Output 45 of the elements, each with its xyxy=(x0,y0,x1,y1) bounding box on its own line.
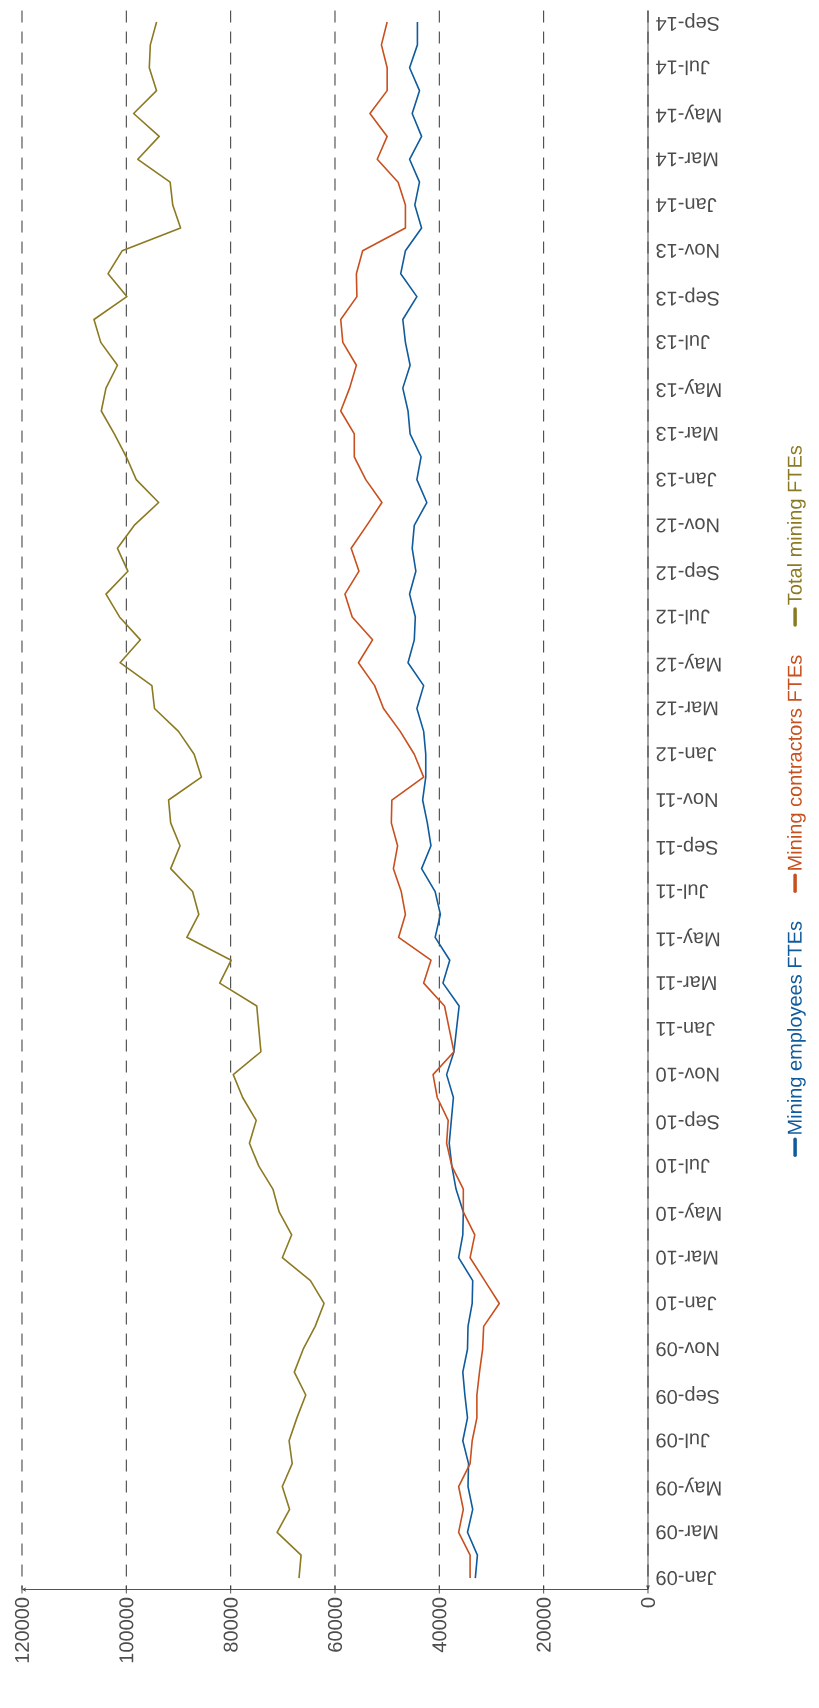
y-tick-label: Nov-10 xyxy=(656,1067,719,1082)
y-tick-label: Jul-13 xyxy=(656,335,710,350)
x-tick-label: 80000 xyxy=(223,1597,238,1652)
y-tick-label: Jan-14 xyxy=(656,198,717,213)
y-tick-label: Nov-09 xyxy=(656,1342,719,1357)
x-tick-label: 100000 xyxy=(119,1597,134,1663)
x-tick-label: 120000 xyxy=(14,1597,30,1663)
y-tick-label: Jul-09 xyxy=(656,1433,710,1449)
y-tick-label: May-10 xyxy=(656,1202,721,1221)
y-tick-label: Nov-11 xyxy=(656,793,717,807)
y-tick-label: Mar-14 xyxy=(656,152,718,167)
x-tick-label: 60000 xyxy=(327,1597,343,1652)
y-tick-label: Mar-09 xyxy=(656,1525,718,1540)
y-tick-label: Nov-12 xyxy=(656,518,719,533)
y-tick-label: Jul-11 xyxy=(656,884,709,899)
y-tick-label: Nov-13 xyxy=(656,243,719,258)
text: Total mining FTEs xyxy=(787,445,806,605)
y-tick-label: Jul-12 xyxy=(656,609,710,625)
y-tick-label: Sep-11 xyxy=(656,836,718,855)
y-tick-label: Jan-10 xyxy=(656,1296,717,1311)
y-tick-label: May-11 xyxy=(656,928,720,947)
y-tick-label: Jul-14 xyxy=(656,60,710,76)
y-tick-label: May-09 xyxy=(656,1477,721,1496)
y-tick-label: Jul-10 xyxy=(656,1158,710,1174)
x-tick-label: 40000 xyxy=(432,1597,447,1653)
y-tick-label: May-13 xyxy=(656,379,721,398)
y-tick-label: Jan-13 xyxy=(656,472,717,487)
y-tick-label: Mar-12 xyxy=(656,701,718,716)
y-tick-label: May-14 xyxy=(656,104,721,123)
y-tick-label: Sep-10 xyxy=(656,1111,720,1130)
y-tick-label: Sep-13 xyxy=(656,287,720,306)
y-tick-label: May-12 xyxy=(656,653,721,672)
x-tick-label: 0 xyxy=(640,1597,656,1608)
y-tick-label: Mar-10 xyxy=(656,1250,718,1265)
y-tick-label: Sep-09 xyxy=(656,1385,720,1405)
y-tick-label: Jan-12 xyxy=(656,747,717,762)
y-tick-label: Mar-13 xyxy=(656,426,718,441)
y-tick-label: Jan-09 xyxy=(656,1570,717,1586)
y-tick-label: Sep-14 xyxy=(656,12,720,32)
text: Mining contractors FTEs xyxy=(787,655,806,870)
text: Mining employees FTEs xyxy=(787,921,806,1134)
y-tick-label: Sep-12 xyxy=(656,562,720,581)
y-tick-label: Mar-11 xyxy=(656,976,716,991)
x-tick-label: 20000 xyxy=(536,1597,551,1652)
y-tick-label: Jan-11 xyxy=(656,1021,715,1036)
